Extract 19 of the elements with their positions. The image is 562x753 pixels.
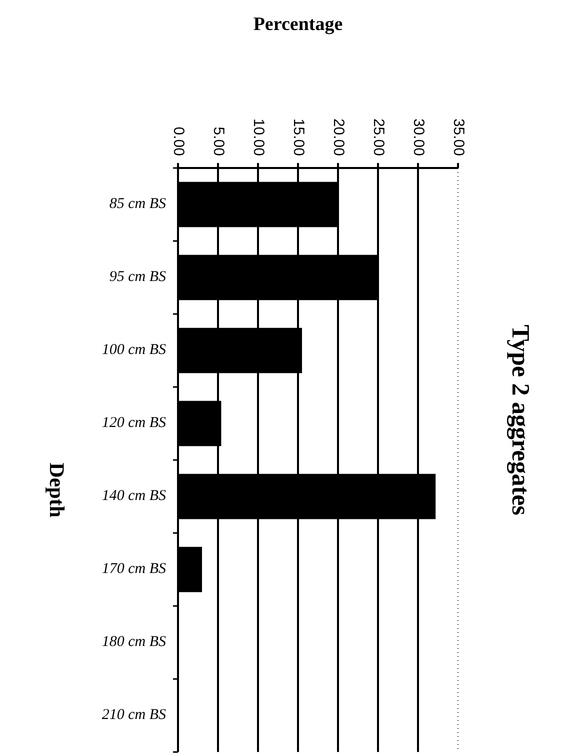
y-tick-label: 170 cm BS [102, 560, 166, 577]
x-tick-label: 10.00 [250, 118, 268, 156]
y-tick-label: 95 cm BS [109, 268, 166, 285]
x-tick-label: 35.00 [450, 118, 468, 156]
y-tick-label: 85 cm BS [109, 196, 166, 212]
x-tick-label: 30.00 [410, 118, 428, 156]
x-tick-label: 20.00 [330, 118, 348, 156]
x-tick-label: 5.00 [210, 126, 228, 156]
x-axis-title: Percentage [253, 14, 343, 35]
y-tick-label: 210 cm BS [102, 706, 166, 723]
y-axis-title: Depth [45, 462, 70, 518]
y-tick-label: 100 cm BS [102, 342, 166, 358]
y-tick-label: 120 cm BS [102, 414, 166, 431]
y-tick-label: 180 cm BS [102, 634, 166, 650]
x-tick-label: 0.00 [170, 126, 188, 156]
x-tick-label: 25.00 [370, 118, 388, 156]
x-tick-label: 15.00 [290, 118, 308, 156]
y-tick-label: 140 cm BS [102, 488, 166, 504]
text: Type 2 aggregates [506, 324, 534, 516]
